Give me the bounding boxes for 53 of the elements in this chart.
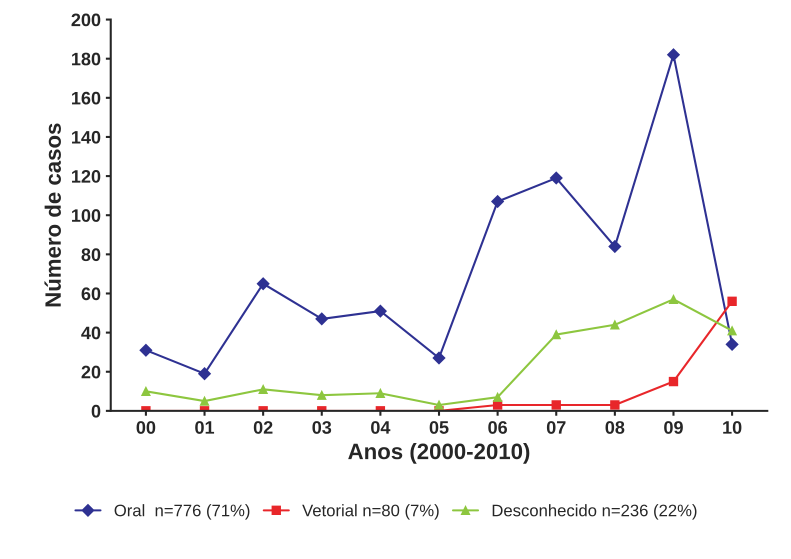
point — [256, 277, 270, 290]
point — [610, 320, 620, 330]
point — [727, 326, 737, 336]
y-tick-label: 80 — [82, 248, 100, 262]
point — [550, 172, 563, 184]
point — [492, 392, 502, 402]
point — [141, 386, 151, 396]
point — [552, 330, 561, 340]
point — [140, 344, 152, 357]
x-axis-title: Anos (2000-2010) — [348, 442, 530, 464]
point — [432, 352, 446, 364]
point — [376, 388, 386, 398]
legend-label: Vetorial n=80 (7%) — [302, 504, 439, 520]
y-tick-label: 180 — [72, 52, 100, 66]
y-tick-label: 120 — [72, 170, 100, 183]
y-tick-label: 160 — [72, 92, 100, 105]
legend-label: Desconhecido n=236 (22%) — [492, 504, 696, 520]
y-tick-label: 60 — [82, 287, 100, 300]
point — [608, 240, 622, 253]
point — [258, 384, 268, 394]
point — [200, 396, 210, 406]
x-tick-label: 03 — [312, 421, 332, 434]
point — [491, 195, 504, 208]
point — [610, 400, 620, 410]
point — [434, 400, 444, 410]
x-tick-label: 00 — [136, 421, 156, 434]
point — [726, 338, 739, 351]
point — [315, 312, 328, 326]
point — [667, 48, 680, 62]
point — [668, 376, 678, 386]
x-tick-label: 01 — [195, 421, 214, 434]
x-tick-label: 07 — [546, 421, 566, 434]
y-tick-label: 200 — [72, 14, 100, 26]
y-axis-title: Número de casos — [44, 123, 61, 306]
x-tick-label: 09 — [664, 421, 683, 434]
x-tick-label: 05 — [430, 421, 449, 434]
legend-label: Oral n=776 (71%) — [114, 504, 250, 520]
y-tick-label: 20 — [82, 366, 100, 378]
x-tick-label: 10 — [723, 421, 742, 434]
x-tick-label: 08 — [606, 421, 624, 434]
x-tick-label: 04 — [371, 421, 390, 434]
y-tick-label: 0 — [92, 404, 100, 418]
point — [552, 400, 561, 410]
y-tick-label: 40 — [81, 326, 100, 340]
point — [668, 294, 678, 304]
y-tick-label: 140 — [72, 130, 100, 144]
point — [317, 390, 326, 400]
x-tick-label: 02 — [254, 421, 272, 434]
point — [198, 367, 211, 380]
x-tick-label: 06 — [488, 421, 508, 434]
y-tick-label: 100 — [72, 209, 100, 222]
point — [374, 304, 387, 318]
point — [727, 296, 737, 306]
